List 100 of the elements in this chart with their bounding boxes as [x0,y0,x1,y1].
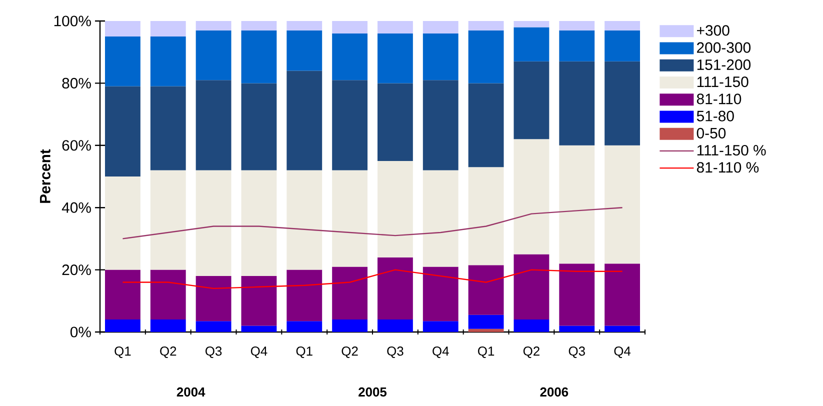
bar [241,20,277,30]
bar [332,20,368,34]
bar [422,170,458,267]
legend-label: 200-300 [697,42,751,53]
y-tick-label: 80% [62,78,91,88]
y-tick-label: 40% [62,202,91,213]
bar [422,321,458,332]
bar [604,145,640,264]
text: 2006 [540,387,568,397]
y-tick-label: 0% [70,326,91,338]
bar [104,176,140,270]
bar [286,270,322,322]
legend-label: 0-50 [696,128,726,138]
bar [241,83,277,170]
y-tick-label: 60% [62,140,91,151]
bar [332,320,368,332]
text: 2004 [176,387,206,397]
bar [150,320,186,332]
bar [604,326,640,332]
bar [468,328,504,332]
bar [241,30,277,84]
bar [422,20,458,34]
x-tick-label: Q3 [568,346,585,358]
bar [378,257,413,320]
bar [332,80,368,170]
bar [468,265,504,315]
bar [150,36,186,86]
bar [332,33,368,80]
bar [422,33,458,80]
bar [286,20,322,30]
x-tick-label: Q1 [114,346,131,358]
bar [559,61,595,146]
y-tick-label: 20% [62,264,91,276]
bar [378,160,413,258]
bar [104,20,140,37]
text: 2005 [358,387,387,397]
bar [150,86,186,170]
bar [559,20,595,30]
bar [468,30,504,84]
bar [378,33,413,84]
legend-label: 81-110 [696,94,742,104]
x-tick-label: Q4 [250,346,268,358]
x-tick-label: Q2 [342,346,358,358]
y-axis-title: Percent [40,149,50,203]
legend-label: 151-200 [697,59,751,70]
bar [604,61,640,146]
bar [196,276,232,322]
x-tick-label: Q2 [160,346,176,358]
bar [241,276,277,326]
bar [559,264,595,326]
bar [196,170,232,276]
x-tick-label: Q3 [206,346,222,358]
legend-label: 81-110 % [696,162,759,173]
x-tick-label: Q1 [478,346,494,358]
bar [104,320,140,332]
y-tick-label: 100% [54,16,91,26]
bar [422,266,458,322]
bar [468,20,504,30]
bar [604,20,640,30]
bar [559,30,595,62]
bar [468,167,504,266]
bar [604,264,640,326]
bar [104,36,140,86]
bar [104,270,140,320]
bar [332,170,368,267]
legend-label: 111-150 % [697,144,766,156]
bar [196,80,232,170]
x-tick-label: Q4 [432,346,449,358]
legend-label: 111-150 [697,76,748,88]
x-tick-label: Q4 [614,346,631,358]
bar [559,145,595,264]
bar [514,254,550,320]
bar [468,83,504,168]
line-series [122,207,623,240]
bar [196,20,232,30]
bar [378,83,413,161]
x-tick-label: Q1 [296,346,312,358]
legend-label: +300 [697,25,730,36]
bar [422,80,458,170]
legend-label: 51-80 [696,110,734,122]
bar [286,170,322,270]
bar [378,320,413,332]
bar [286,70,322,170]
bar [150,20,186,37]
bar [241,170,277,276]
bar [286,321,322,332]
bar [196,30,232,80]
bar [286,30,322,71]
bar [241,326,277,332]
bar [514,320,550,332]
bar [104,86,140,176]
bar [332,266,368,320]
bar [559,326,595,332]
bar [514,139,550,254]
bar [514,20,550,28]
bar [514,27,550,62]
x-tick-label: Q2 [523,346,540,358]
bar [378,20,413,34]
x-tick-label: Q3 [387,346,404,358]
bar [150,170,186,270]
